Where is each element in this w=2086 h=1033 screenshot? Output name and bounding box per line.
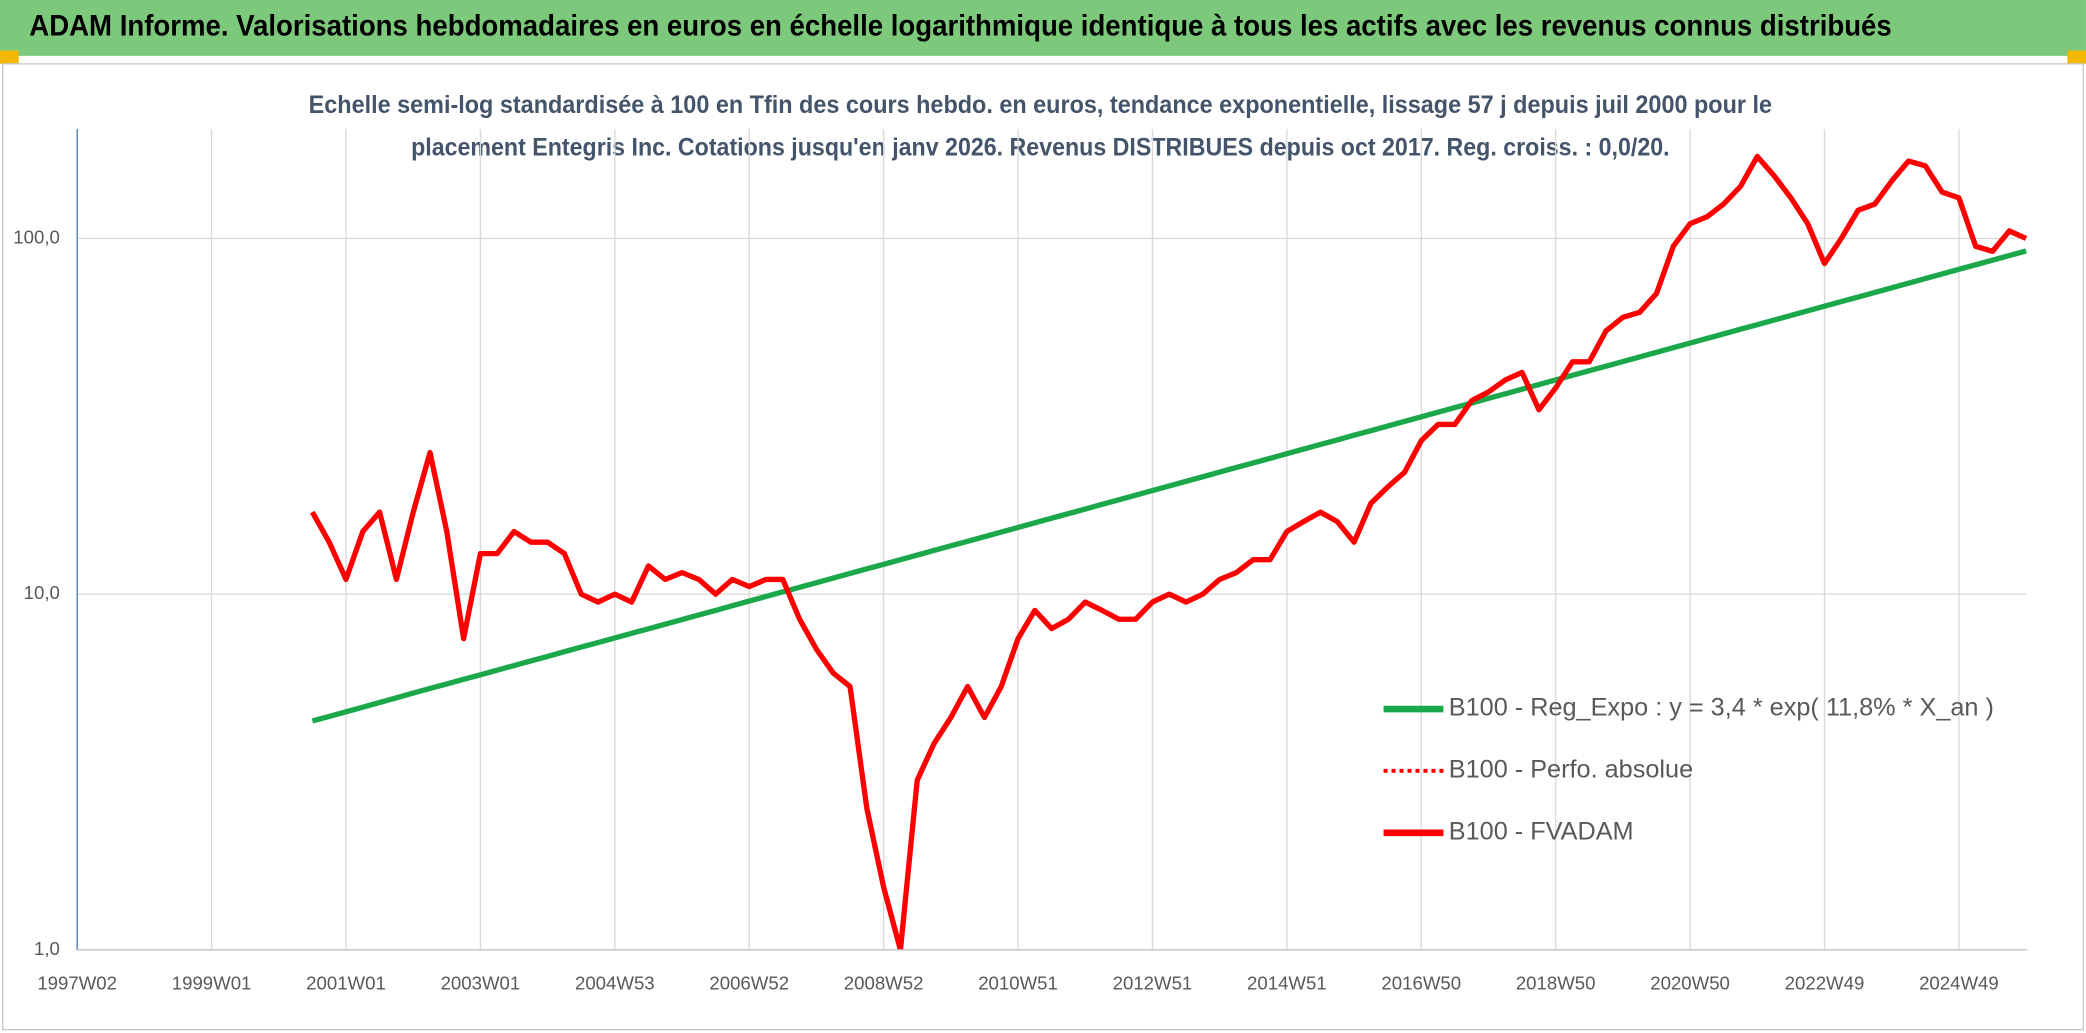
- series-line: [311, 248, 2027, 724]
- legend: B100 - Reg_Expo : y = 3,4 * exp( 11,8% *…: [1383, 694, 1994, 845]
- x-tick-label: 2008W52: [844, 972, 924, 993]
- legend-label: B100 - Perfo. absolue: [1449, 756, 1693, 784]
- x-tick-label: 2003W01: [441, 972, 521, 993]
- x-tick-label: 2014W51: [1247, 972, 1327, 993]
- chart-title: ADAM Informe. Valorisations hebdomadaire…: [29, 11, 1891, 43]
- corner: [2067, 50, 2086, 64]
- x-tick-label: 2022W49: [1785, 972, 1865, 993]
- plot-area: [310, 153, 2028, 950]
- x-tick-label: 2001W01: [306, 972, 386, 993]
- chart-subtitle: Echelle semi-log standardisée à 100 en T…: [309, 91, 1772, 119]
- x-tick-label: 2018W50: [1516, 972, 1596, 993]
- x-tick-label: 2024W49: [1919, 972, 1999, 993]
- x-tick-label: 2004W53: [575, 972, 655, 993]
- x-tick-label: 2016W50: [1381, 972, 1461, 993]
- x-tick-label: 2010W51: [978, 972, 1058, 993]
- corner: [0, 50, 19, 64]
- y-tick-label: 1,0: [34, 938, 60, 959]
- x-tick-label: 2012W51: [1113, 972, 1193, 993]
- labels: 1,0 10,0 100,0 1997W02 1999W01 2001W01 2003W01…: [13, 226, 1998, 993]
- title-bar: [0, 0, 2086, 56]
- x-tick-label: 1997W02: [37, 972, 117, 993]
- y-tick-label: 100,0: [13, 226, 60, 247]
- x-tick-label: 2020W50: [1650, 972, 1730, 993]
- y-tick-label: 10,0: [24, 582, 60, 603]
- x-tick-label: 2006W52: [709, 972, 789, 993]
- legend-label: B100 - FVADAM: [1449, 817, 1634, 845]
- x-tick-label: 1999W01: [172, 972, 252, 993]
- legend-label: B100 - Reg_Expo : y = 3,4 * exp( 11,8% *…: [1449, 694, 1994, 722]
- series-line: [310, 153, 2028, 950]
- chart-subtitle: placement Entegris Inc. Cotations jusqu'…: [411, 134, 1669, 162]
- chart-frame: [2, 63, 2084, 1031]
